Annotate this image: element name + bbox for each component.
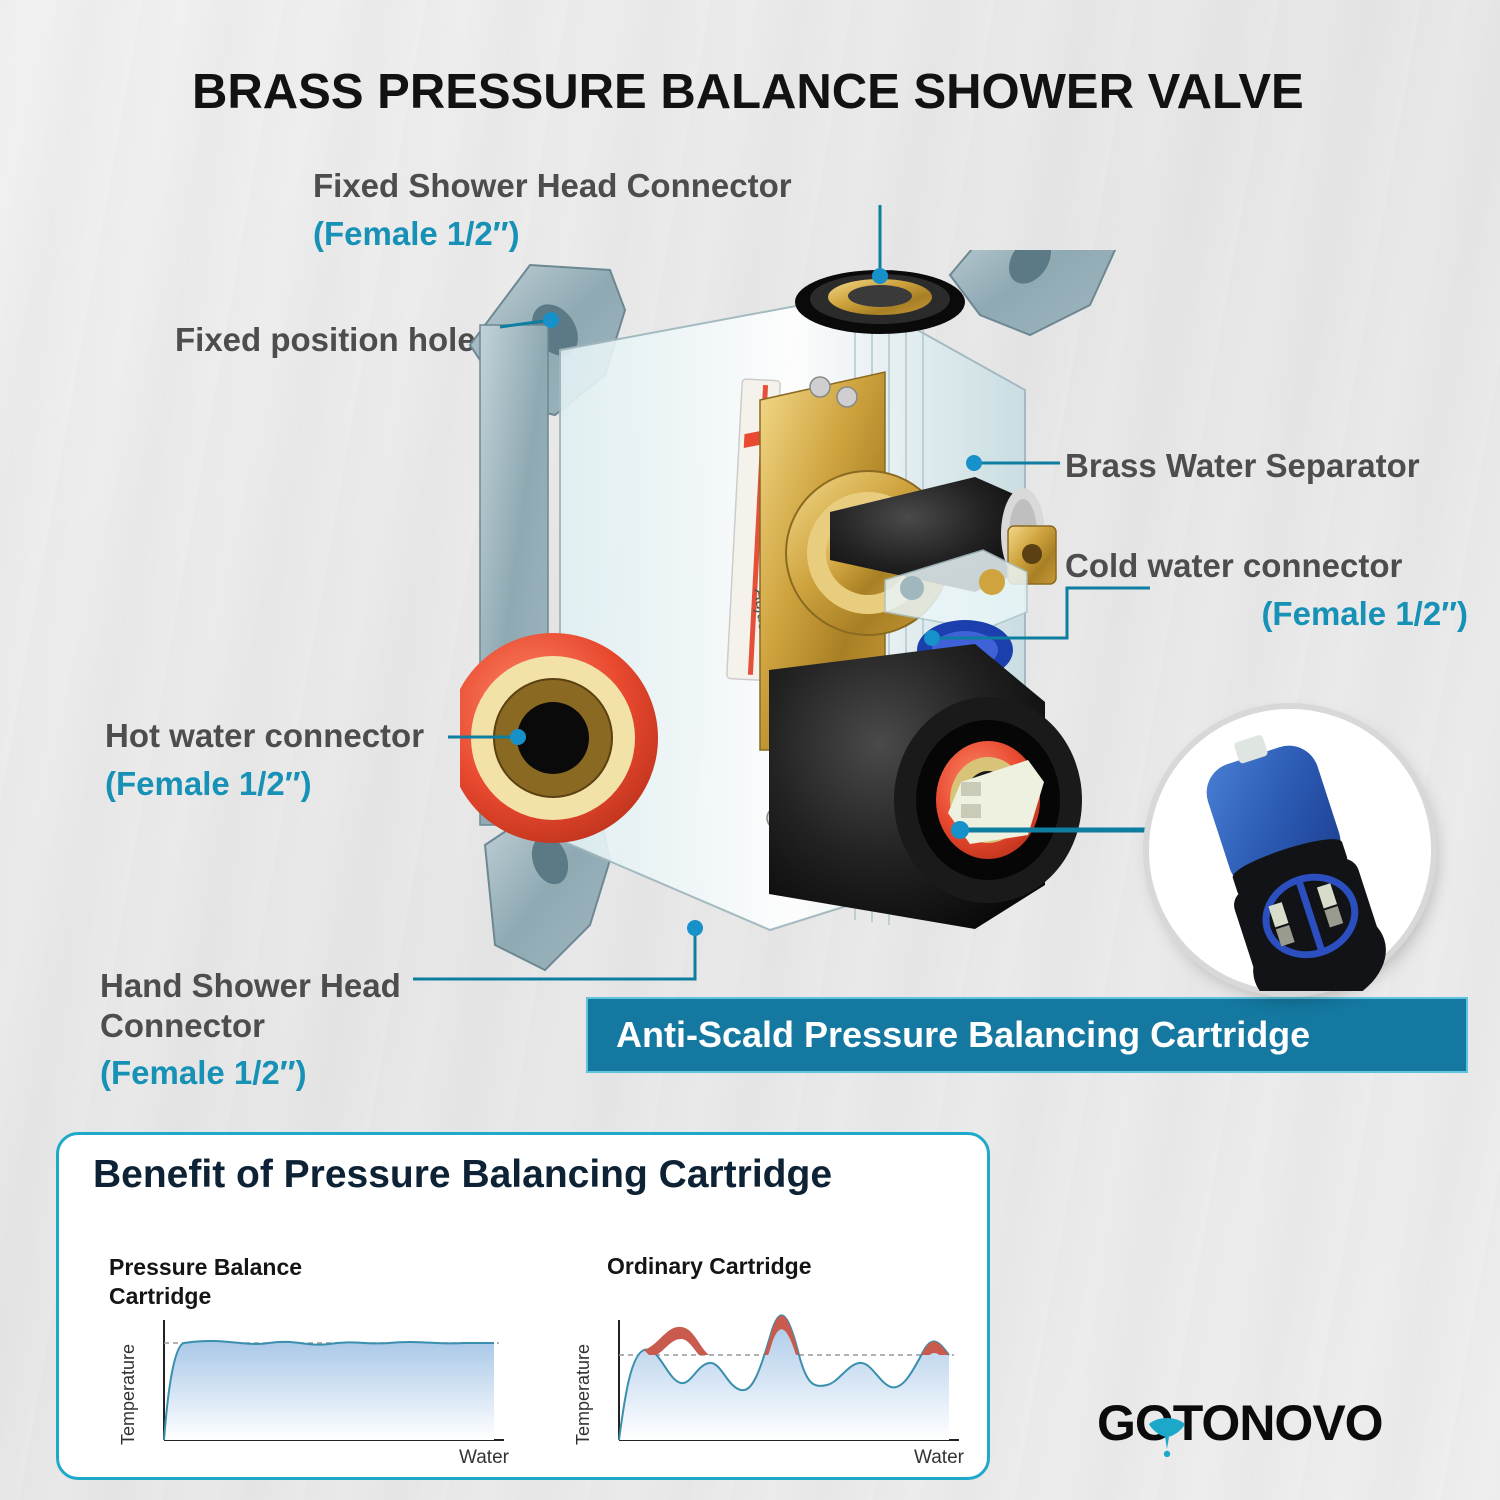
svg-text:Temperature: Temperature [573,1344,593,1445]
svg-text:Water: Water [914,1447,965,1465]
svg-text:GOTONOVO: GOTONOVO [1097,1395,1383,1451]
svg-text:Temperature: Temperature [118,1344,138,1445]
svg-text:Water: Water [459,1447,510,1465]
